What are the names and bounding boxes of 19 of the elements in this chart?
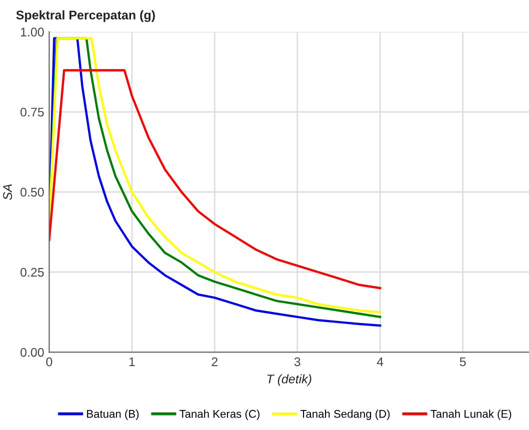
y-tick-label: 0.75: [20, 108, 44, 117]
y-tick-label: 1.00: [20, 28, 44, 36]
y-tick-label: 0.50: [20, 188, 44, 197]
x-tick-label: 1: [129, 357, 135, 366]
y-tick-label: 0.00: [20, 348, 44, 357]
chart-title: Spektral Percepatan (g): [16, 10, 155, 22]
x-tick-label: 0: [46, 357, 52, 366]
legend-label: Tanah Keras (C): [180, 410, 260, 420]
x-axis-title: T (detik): [267, 374, 312, 386]
x-tick-label: 3: [294, 357, 300, 366]
legend-label: Tanah Sedang (D): [300, 410, 390, 420]
legend-label: Batuan (B): [87, 410, 139, 420]
legend-label: Tanah Lunak (E): [430, 410, 512, 420]
x-tick-label: 2: [212, 357, 218, 366]
x-tick-label: 4: [376, 357, 384, 366]
line-series: [49, 69, 382, 290]
y-axis-title: SA: [3, 184, 12, 200]
x-tick-label: 5: [460, 357, 466, 366]
y-tick-label: 0.25: [20, 268, 44, 277]
